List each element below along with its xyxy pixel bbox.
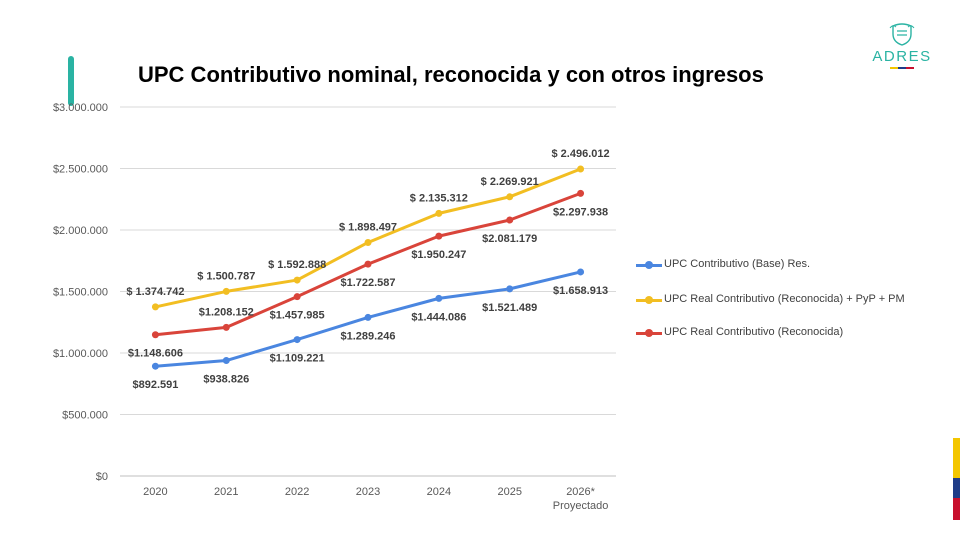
data-point [293,336,301,344]
data-label: $1.521.489 [482,302,537,314]
data-point [577,268,585,276]
data-point [364,313,372,321]
legend-label: UPC Contributivo (Base) Res. [664,258,811,270]
adres-logo: ADRES [866,22,938,82]
legend-item: UPC Real Contributivo (Reconocida) + PyP… [636,293,926,306]
data-label: $1.457.985 [270,310,325,322]
data-point [293,276,301,284]
data-label: $ 2.135.312 [410,192,468,204]
y-tick-label: $1.000.000 [53,348,108,360]
legend-item: UPC Real Contributivo (Reconocida) [636,326,926,339]
data-point [435,232,443,240]
data-label: $2.081.179 [482,233,537,245]
x-tick-label: 2023 [356,486,380,498]
data-label: $892.591 [132,379,178,391]
y-tick-label: $1.500.000 [53,287,108,299]
data-label: $2.297.938 [553,206,608,218]
data-label: $1.950.247 [411,249,466,261]
data-point [222,357,230,365]
legend-label: UPC Real Contributivo (Reconocida) [664,326,844,338]
legend-swatch [636,259,662,271]
data-point [222,287,230,295]
y-tick-label: $500.000 [62,410,108,422]
data-point [151,331,159,339]
data-point [151,362,159,370]
data-point [435,209,443,217]
chart-series [151,165,585,370]
data-label: $ 2.269.921 [481,176,539,188]
legend-label: UPC Real Contributivo (Reconocida) + PyP… [664,293,905,305]
y-axis-ticks: $0 $500.000 $1.000.000 $1.500.000 $2.000.000… [53,102,108,483]
x-tick-label: 2024 [427,486,451,498]
data-label: $1.208.152 [199,306,254,318]
legend-swatch [636,327,662,339]
data-label: $ 1.592.888 [268,259,326,271]
data-label: $1.444.086 [411,311,466,323]
x-axis-ticks: 2020 2021 2022 2023 2024 2025 2026* Proyectado [143,486,608,512]
legend-swatch [636,294,662,306]
gridlines [120,106,616,477]
logo-text: ADRES [872,48,932,65]
data-label: $1.658.913 [553,285,608,297]
data-label: $ 1.500.787 [197,270,255,282]
data-point [293,293,301,301]
y-tick-label: $2.000.000 [53,225,108,237]
y-tick-label: $0 [96,471,108,483]
data-point [577,189,585,197]
data-point [151,303,159,311]
accent-bar [68,56,74,106]
data-point [364,260,372,268]
slide-title: UPC Contributivo nominal, reconocida y c… [138,62,764,87]
data-label: $ 1.898.497 [339,221,397,233]
data-labels: $892.591 $938.826 $1.109.221 $1.289.246 $1.4… [126,148,609,391]
legend-item: UPC Contributivo (Base) Res. [636,258,926,271]
y-tick-label: $2.500.000 [53,164,108,176]
data-label: $ 1.374.742 [126,286,184,298]
x-tick-label: 2021 [214,486,238,498]
data-point [506,216,514,224]
colombia-flag-stripe [953,438,960,520]
data-point [577,165,585,173]
x-tick-label: 2025 [497,486,521,498]
data-point [222,323,230,331]
data-label: $938.826 [203,374,249,386]
x-tick-label: 2022 [285,486,309,498]
x-tick-label: 2020 [143,486,167,498]
data-point [506,285,514,293]
y-tick-label: $3.000.000 [53,102,108,114]
data-label: $1.289.246 [340,330,395,342]
data-label: $1.722.587 [340,277,395,289]
data-point [364,238,372,246]
x-tick-label: 2026* Proyectado [553,486,609,512]
data-point [435,294,443,302]
data-point [506,193,514,201]
data-label: $ 2.496.012 [552,148,610,160]
data-label: $1.148.606 [128,348,183,360]
logo-stripe [890,67,914,69]
coat-of-arms-icon [889,23,915,46]
data-label: $1.109.221 [270,353,325,365]
